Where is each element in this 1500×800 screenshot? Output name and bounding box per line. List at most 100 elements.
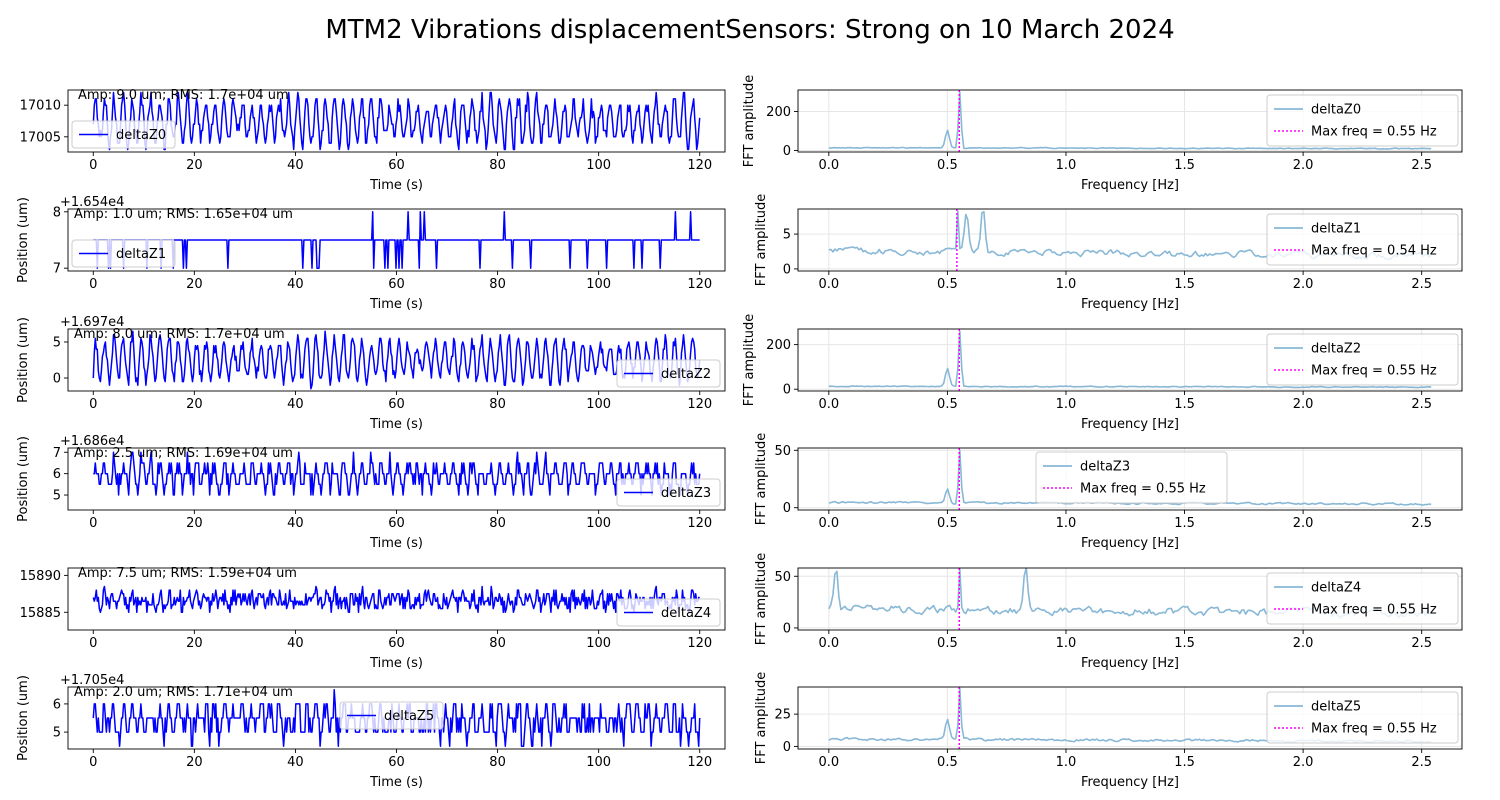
x-tick-label: 0 xyxy=(89,755,97,770)
time-panel-deltaZ1: 0 20 40 60 80 100 120 7 8 Time (s) Position (um) +1… xyxy=(16,195,726,312)
x-tick-label: 120 xyxy=(687,636,712,651)
y-axis-label: FFT amplitude xyxy=(754,553,769,646)
x-axis-label: Time (s) xyxy=(369,775,423,790)
series-line-deltaZ4 xyxy=(92,585,700,614)
legend-label: deltaZ3 xyxy=(1080,460,1130,475)
x-tick-label: 60 xyxy=(388,397,405,412)
y-tick-label: 5 xyxy=(53,335,61,350)
x-tick-label: 80 xyxy=(489,158,506,173)
legend-label: deltaZ3 xyxy=(661,486,711,501)
y-tick-label: 5 xyxy=(53,726,61,741)
x-tick-label: 60 xyxy=(388,755,405,770)
axis-offset-text: +1.686e4 xyxy=(60,434,124,449)
legend-box xyxy=(616,598,721,627)
x-tick-label: 100 xyxy=(586,516,611,531)
x-tick-label: 1.0 xyxy=(1056,636,1077,651)
x-tick-label: 100 xyxy=(586,636,611,651)
time-panel-deltaZ0: 0 20 40 60 80 100 120 17005 17010 Time (s) Amp: 9.… xyxy=(20,88,726,193)
x-tick-label: 120 xyxy=(687,397,712,412)
x-tick-label: 2.5 xyxy=(1411,277,1432,292)
x-tick-label: 1.0 xyxy=(1056,755,1077,770)
x-tick-label: 1.5 xyxy=(1174,277,1195,292)
x-tick-label: 0.0 xyxy=(818,755,839,770)
x-tick-label: 20 xyxy=(186,755,203,770)
x-tick-label: 0.0 xyxy=(818,397,839,412)
x-tick-label: 1.5 xyxy=(1174,755,1195,770)
legend-label: Max freq = 0.55 Hz xyxy=(1080,482,1206,497)
x-tick-label: 40 xyxy=(287,158,304,173)
x-tick-label: 20 xyxy=(186,158,203,173)
legend-box xyxy=(616,478,721,507)
x-tick-label: 80 xyxy=(489,755,506,770)
fft-panel-deltaZ3: 0.0 0.5 1.0 1.5 2.0 2.5 0 50 Frequency [Hz] FFT a… xyxy=(754,433,1463,551)
fft-panel-deltaZ1: 0.0 0.5 1.0 1.5 2.0 2.5 0 5 Frequency [Hz] FFT am… xyxy=(754,194,1463,312)
x-tick-label: 120 xyxy=(687,158,712,173)
x-tick-label: 1.0 xyxy=(1056,397,1077,412)
x-axis-label: Time (s) xyxy=(369,297,423,312)
x-tick-label: 1.0 xyxy=(1056,516,1077,531)
x-tick-label: 60 xyxy=(388,516,405,531)
x-tick-label: 1.5 xyxy=(1174,397,1195,412)
legend-label: deltaZ1 xyxy=(1311,222,1361,237)
y-tick-label: 17005 xyxy=(20,130,61,145)
series-line-deltaZ3 xyxy=(93,451,701,496)
stats-annotation: Amp: 2.5 um; RMS: 1.69e+04 um xyxy=(74,446,293,461)
x-tick-label: 40 xyxy=(287,755,304,770)
y-tick-label: 5 xyxy=(783,228,791,243)
x-axis-label: Time (s) xyxy=(369,178,423,193)
x-tick-label: 0.0 xyxy=(818,516,839,531)
x-tick-label: 20 xyxy=(186,397,203,412)
y-tick-label: 0 xyxy=(783,262,791,277)
y-axis-label: Position (um) xyxy=(16,675,31,761)
y-tick-label: 50 xyxy=(774,570,791,585)
y-tick-label: 5 xyxy=(53,489,61,504)
y-tick-label: 200 xyxy=(766,105,791,120)
y-axis-label: FFT amplitude xyxy=(742,314,757,407)
x-tick-label: 80 xyxy=(489,277,506,292)
x-tick-label: 0 xyxy=(89,636,97,651)
y-tick-label: 6 xyxy=(53,467,61,482)
legend-deltaZ1: deltaZ1 xyxy=(71,239,176,268)
axes-frame xyxy=(797,567,1463,631)
legend-box xyxy=(71,120,176,149)
legend-label: Max freq = 0.54 Hz xyxy=(1311,244,1437,259)
stats-annotation: Amp: 7.5 um; RMS: 1.59e+04 um xyxy=(78,566,297,581)
y-tick-label: 6 xyxy=(53,697,61,712)
y-axis-label: FFT amplitude xyxy=(742,75,757,168)
x-tick-label: 100 xyxy=(586,397,611,412)
legend-deltaZ0: deltaZ0 xyxy=(71,120,176,149)
legend-box xyxy=(1266,94,1459,147)
x-axis-label: Frequency [Hz] xyxy=(1081,417,1179,432)
legend-deltaZ2: deltaZ2 Max freq = 0.55 Hz xyxy=(1266,333,1459,386)
y-tick-label: 17010 xyxy=(20,99,61,114)
stats-annotation: Amp: 8.0 um; RMS: 1.7e+04 um xyxy=(74,327,285,342)
y-tick-label: 50 xyxy=(774,444,791,459)
legend-label: Max freq = 0.55 Hz xyxy=(1311,722,1437,737)
x-tick-label: 60 xyxy=(388,636,405,651)
x-tick-label: 0.5 xyxy=(937,397,958,412)
y-tick-label: 15890 xyxy=(20,569,61,584)
stats-annotation: Amp: 2.0 um; RMS: 1.71e+04 um xyxy=(74,685,293,700)
axis-offset-text: +1.654e4 xyxy=(60,195,124,210)
x-tick-label: 0 xyxy=(89,277,97,292)
series-line-deltaZ2 xyxy=(828,330,1432,389)
x-tick-label: 80 xyxy=(489,636,506,651)
axes-frame xyxy=(797,208,1463,272)
legend-box xyxy=(1035,451,1228,504)
legend-box xyxy=(616,359,721,388)
axis-offset-text: +1.697e4 xyxy=(60,315,124,330)
y-tick-label: 0 xyxy=(783,501,791,516)
fft-panel-deltaZ0: 0.0 0.5 1.0 1.5 2.0 2.5 0 200 Frequency [Hz] FFT … xyxy=(742,75,1463,193)
time-panel-deltaZ3: 0 20 40 60 80 100 120 5 6 7 Time (s) Position (um) +… xyxy=(16,434,726,551)
legend-deltaZ1: deltaZ1 Max freq = 0.54 Hz xyxy=(1266,213,1459,266)
axes-frame xyxy=(797,447,1463,511)
legend-box xyxy=(1266,213,1459,266)
x-tick-label: 40 xyxy=(287,636,304,651)
x-tick-label: 2.0 xyxy=(1293,755,1314,770)
legend-label: deltaZ5 xyxy=(384,709,434,724)
axes-frame xyxy=(797,686,1463,750)
y-tick-label: 25 xyxy=(774,708,791,723)
legend-label: deltaZ1 xyxy=(116,247,166,262)
figure-title: MTM2 Vibrations displacementSensors: Str… xyxy=(325,15,1174,45)
x-tick-label: 1.5 xyxy=(1174,636,1195,651)
